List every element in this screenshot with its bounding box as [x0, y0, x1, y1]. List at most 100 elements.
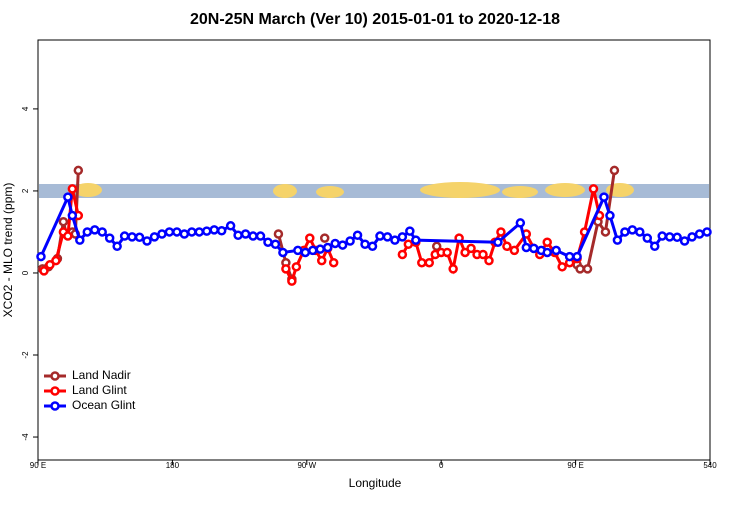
data-point [442, 247, 452, 258]
y-tick-label: -4 [21, 433, 30, 441]
data-point [466, 243, 476, 254]
legend-label: Land Nadir [72, 368, 131, 382]
x-tick-label: 90 E [567, 461, 583, 470]
x-tick-label: 0 [439, 461, 444, 470]
data-point [502, 241, 512, 252]
data-point [478, 249, 488, 260]
data-point [39, 266, 49, 276]
data-point [605, 210, 615, 221]
y-tick-label: -2 [21, 351, 30, 359]
data-point [657, 231, 667, 241]
data-point [315, 244, 325, 254]
data-point [164, 227, 175, 237]
data-point [397, 249, 408, 260]
data-point [582, 264, 593, 274]
data-point [411, 235, 421, 245]
data-point [149, 232, 160, 242]
data-point [330, 238, 340, 249]
data-point [172, 227, 182, 237]
x-tick-label: 540 [703, 461, 717, 470]
y-axis-label: XCO2 - MLO trend (ppm) [1, 183, 15, 318]
data-point [287, 276, 297, 286]
legend-marker [50, 371, 60, 381]
data-point [291, 262, 302, 272]
data-point [431, 241, 442, 252]
data-point [209, 225, 219, 235]
data-point [305, 233, 315, 243]
data-point [201, 226, 212, 236]
data-point [345, 236, 355, 246]
data-point [627, 225, 638, 235]
data-point [417, 257, 427, 268]
data-point [89, 225, 100, 235]
data-point [649, 241, 660, 252]
data-point [367, 241, 378, 252]
data-point [390, 235, 400, 245]
y-tick-label: 0 [21, 270, 30, 275]
data-point [588, 184, 599, 194]
data-point [187, 227, 197, 237]
data-point [599, 192, 609, 202]
data-point [612, 235, 623, 245]
data-point [36, 251, 46, 262]
data-point [179, 229, 190, 239]
data-point [216, 225, 227, 236]
data-point [255, 231, 266, 241]
data-point [352, 230, 363, 240]
data-point [300, 247, 311, 258]
data-point [484, 255, 494, 266]
data-point [672, 232, 682, 243]
data-point [134, 232, 145, 243]
data-point [308, 245, 318, 256]
data-point [360, 239, 370, 250]
data-point [609, 165, 620, 176]
legend-marker [50, 386, 60, 396]
data-point [509, 245, 520, 256]
data-point [642, 233, 653, 243]
data-point [233, 230, 243, 240]
data-point [293, 245, 303, 256]
data-point [112, 241, 122, 252]
data-point [424, 257, 435, 268]
data-point [493, 237, 503, 247]
data-point [542, 247, 552, 258]
data-point [572, 251, 582, 262]
data-point [328, 257, 339, 268]
data-point [521, 242, 532, 253]
data-point [119, 231, 130, 241]
data-point [542, 237, 552, 247]
data-point [63, 192, 73, 202]
legend-label: Land Glint [72, 383, 127, 397]
data-point [278, 247, 288, 258]
data-point [127, 232, 137, 242]
data-point [694, 229, 705, 239]
data-point [51, 255, 61, 266]
y-tick-label: 4 [21, 106, 30, 111]
data-point [273, 229, 284, 239]
data-point [248, 231, 258, 241]
map-strip [39, 182, 709, 198]
data-point [73, 165, 84, 176]
legend-label: Ocean Glint [72, 398, 136, 412]
data-point [75, 235, 85, 245]
data-point [375, 231, 385, 241]
chart-title: 20N-25N March (Ver 10) 2015-01-01 to 202… [190, 11, 560, 28]
data-point [337, 240, 348, 250]
data-point [240, 229, 251, 239]
data-point [67, 184, 78, 194]
plot-frame [37, 39, 711, 461]
data-point [664, 232, 675, 242]
data-point [515, 218, 526, 228]
data-point [382, 232, 393, 242]
data-point [142, 236, 152, 246]
data-point [263, 237, 273, 247]
data-point [575, 264, 585, 274]
data-point [460, 247, 470, 258]
data-point [316, 255, 327, 266]
data-point [322, 242, 333, 253]
data-point [104, 233, 115, 243]
data-point [702, 227, 712, 237]
data-point [45, 260, 55, 270]
